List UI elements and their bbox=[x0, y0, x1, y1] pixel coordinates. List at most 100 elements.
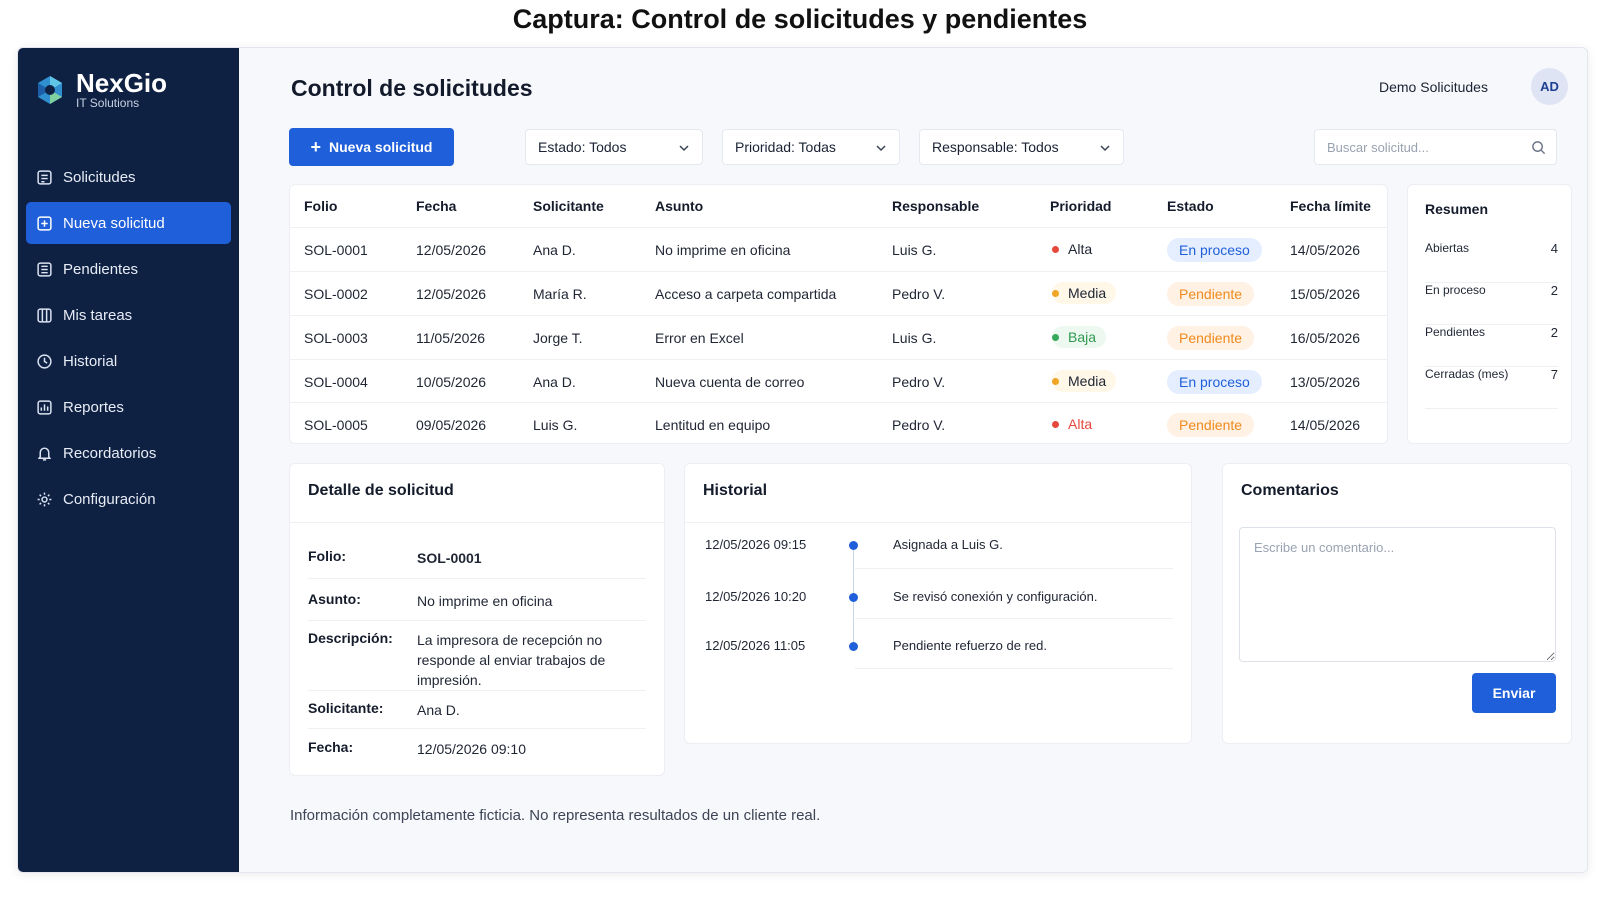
sidebar-item-reportes[interactable]: Reportes bbox=[26, 386, 231, 428]
avatar[interactable]: AD bbox=[1531, 68, 1568, 105]
detail-asunto-value: No imprime en oficina bbox=[417, 593, 553, 609]
table-row[interactable]: SOL-0001 12/05/2026 Ana D. No imprime en… bbox=[290, 227, 1387, 270]
cell-solicitante: María R. bbox=[533, 286, 587, 302]
estado-filter-value: Estado: Todos bbox=[538, 139, 627, 155]
priority-badge: Baja bbox=[1052, 326, 1107, 348]
sidebar-item-solicitudes[interactable]: Solicitudes bbox=[26, 156, 231, 198]
priority-badge: Alta bbox=[1052, 413, 1102, 435]
divider bbox=[308, 690, 646, 691]
column-header-fecha[interactable]: Fecha bbox=[416, 198, 457, 214]
pending-icon bbox=[36, 261, 53, 278]
divider bbox=[855, 668, 1173, 669]
column-header-prioridad[interactable]: Prioridad bbox=[1050, 198, 1112, 214]
summary-row: En proceso 2 bbox=[1425, 283, 1558, 325]
priority-badge: Media bbox=[1052, 282, 1117, 304]
table-row[interactable]: SOL-0004 10/05/2026 Ana D. Nueva cuenta … bbox=[290, 359, 1387, 402]
sidebar-item-label: Configuración bbox=[63, 490, 156, 508]
cell-solicitante: Ana D. bbox=[533, 374, 576, 390]
summary-row: Pendientes 2 bbox=[1425, 325, 1558, 367]
divider bbox=[290, 522, 664, 523]
sidebar-item-nueva-solicitud[interactable]: Nueva solicitud bbox=[26, 202, 231, 244]
cell-folio: SOL-0001 bbox=[304, 242, 368, 258]
column-header-fecha-limite[interactable]: Fecha límite bbox=[1290, 198, 1371, 214]
detail-folio-label: Folio: bbox=[308, 548, 347, 564]
search-icon[interactable] bbox=[1531, 140, 1546, 155]
summary-title: Resumen bbox=[1425, 201, 1489, 217]
search-input[interactable] bbox=[1315, 130, 1515, 164]
column-header-folio[interactable]: Folio bbox=[304, 198, 338, 214]
chevron-down-icon bbox=[876, 145, 886, 152]
sidebar-item-recordatorios[interactable]: Recordatorios bbox=[26, 432, 231, 474]
summary-label: En proceso bbox=[1425, 283, 1486, 297]
new-request-button-label: Nueva solicitud bbox=[329, 139, 433, 155]
table-row[interactable]: SOL-0002 12/05/2026 María R. Acceso a ca… bbox=[290, 271, 1387, 314]
column-header-solicitante[interactable]: Solicitante bbox=[533, 198, 604, 214]
footnote: Información completamente ficticia. No r… bbox=[290, 807, 821, 824]
user-name[interactable]: Demo Solicitudes bbox=[1379, 79, 1488, 95]
status-badge: Pendiente bbox=[1167, 413, 1255, 437]
brand-logo-icon bbox=[38, 76, 62, 104]
cell-asunto: Acceso a carpeta compartida bbox=[655, 286, 837, 302]
history-title: Historial bbox=[703, 482, 768, 499]
gear-icon bbox=[36, 491, 53, 508]
cell-folio: SOL-0005 bbox=[304, 417, 368, 433]
responsable-filter[interactable]: Responsable: Todos bbox=[919, 129, 1124, 165]
reminders-icon bbox=[36, 445, 53, 462]
cell-fecha-limite: 13/05/2026 bbox=[1290, 374, 1361, 390]
column-header-responsable[interactable]: Responsable bbox=[892, 198, 980, 214]
column-header-asunto[interactable]: Asunto bbox=[655, 198, 704, 214]
cell-fecha-limite: 14/05/2026 bbox=[1290, 242, 1361, 258]
priority-label: Media bbox=[1068, 285, 1107, 301]
priority-badge: Alta bbox=[1052, 238, 1102, 260]
sidebar-item-label: Recordatorios bbox=[63, 444, 157, 462]
divider bbox=[855, 618, 1173, 619]
divider bbox=[308, 620, 646, 621]
cell-solicitante: Ana D. bbox=[533, 242, 576, 258]
divider bbox=[685, 522, 1191, 523]
history-card: Historial 12/05/2026 09:15 Asignada a Lu… bbox=[684, 463, 1192, 744]
cell-asunto: Nueva cuenta de correo bbox=[655, 374, 805, 390]
request-detail-card: Detalle de solicitud Folio: SOL-0001 Asu… bbox=[289, 463, 665, 776]
history-time: 12/05/2026 10:20 bbox=[705, 589, 807, 604]
detail-descripcion-label: Descripción: bbox=[308, 630, 393, 646]
sidebar-item-pendientes[interactable]: Pendientes bbox=[26, 248, 231, 290]
comments-title: Comentarios bbox=[1241, 482, 1339, 499]
sidebar: NexGio IT Solutions Solicitudes Nueva so… bbox=[18, 48, 239, 872]
sidebar-item-mis-tareas[interactable]: Mis tareas bbox=[26, 294, 231, 336]
table-row[interactable]: SOL-0005 09/05/2026 Luis G. Lentitud en … bbox=[290, 402, 1387, 445]
cell-fecha-limite: 15/05/2026 bbox=[1290, 286, 1361, 302]
divider bbox=[308, 578, 646, 579]
sidebar-item-label: Mis tareas bbox=[63, 306, 133, 324]
comment-textarea[interactable] bbox=[1239, 527, 1556, 662]
priority-dot-icon bbox=[1052, 289, 1059, 297]
detail-solicitante-label: Solicitante: bbox=[308, 700, 384, 716]
sidebar-item-label: Pendientes bbox=[63, 260, 139, 278]
column-header-estado[interactable]: Estado bbox=[1167, 198, 1214, 214]
estado-filter[interactable]: Estado: Todos bbox=[525, 129, 703, 165]
cell-fecha-limite: 16/05/2026 bbox=[1290, 330, 1361, 346]
detail-folio-value: SOL-0001 bbox=[417, 550, 482, 566]
cell-responsable: Pedro V. bbox=[892, 286, 946, 302]
summary-panel: Resumen Abiertas 4 En proceso 2 Pendient… bbox=[1407, 184, 1572, 444]
status-badge: En proceso bbox=[1167, 238, 1262, 262]
history-time: 12/05/2026 09:15 bbox=[705, 537, 807, 552]
cell-responsable: Pedro V. bbox=[892, 417, 946, 433]
status-badge: Pendiente bbox=[1167, 282, 1255, 306]
prioridad-filter-value: Prioridad: Todas bbox=[735, 139, 836, 155]
sidebar-item-configuracion[interactable]: Configuración bbox=[26, 478, 231, 520]
sidebar-item-historial[interactable]: Historial bbox=[26, 340, 231, 382]
sidebar-item-label: Historial bbox=[63, 352, 118, 370]
priority-badge: Media bbox=[1052, 370, 1117, 392]
comments-card: Comentarios Enviar bbox=[1222, 463, 1572, 744]
send-button[interactable]: Enviar bbox=[1472, 673, 1556, 713]
cell-fecha: 10/05/2026 bbox=[416, 374, 487, 390]
plus-icon: + bbox=[310, 137, 322, 157]
cell-asunto: Lentitud en equipo bbox=[655, 417, 771, 433]
cell-solicitante: Luis G. bbox=[533, 417, 578, 433]
priority-dot-icon bbox=[1052, 245, 1059, 253]
cell-responsable: Pedro V. bbox=[892, 374, 946, 390]
prioridad-filter[interactable]: Prioridad: Todas bbox=[722, 129, 900, 165]
new-request-button[interactable]: + Nueva solicitud bbox=[289, 128, 454, 166]
table-row[interactable]: SOL-0003 11/05/2026 Jorge T. Error en Ex… bbox=[290, 315, 1387, 358]
cell-solicitante: Jorge T. bbox=[533, 330, 583, 346]
